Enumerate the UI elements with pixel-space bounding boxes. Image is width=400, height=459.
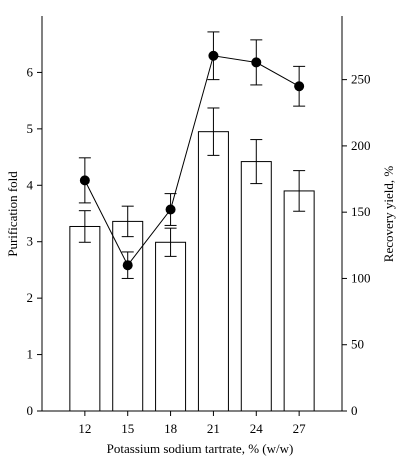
x-tick-label: 21 — [207, 421, 220, 436]
line-point — [165, 204, 176, 215]
y-axis-title: Purification fold — [5, 171, 20, 257]
line-point — [251, 57, 262, 68]
line-series — [78, 31, 306, 279]
y-tick-label: 0 — [27, 403, 34, 418]
y-tick-label: 1 — [27, 347, 34, 362]
y-tick-label: 6 — [27, 64, 34, 79]
y2-tick-label: 100 — [351, 270, 371, 285]
x-tick-label: 27 — [293, 421, 307, 436]
y2-axis-title: Recovery yield, % — [381, 166, 396, 263]
line-point — [294, 81, 305, 92]
bar-series — [69, 107, 315, 412]
y2-tick-label: 150 — [351, 204, 371, 219]
y-tick-label: 3 — [27, 234, 34, 249]
y2-tick-label: 0 — [351, 403, 358, 418]
y-tick-label: 4 — [27, 177, 34, 192]
y2-tick-label: 200 — [351, 138, 371, 153]
line-point — [208, 50, 219, 61]
y-tick-label: 2 — [27, 290, 34, 305]
bar — [69, 225, 101, 412]
bar — [197, 131, 229, 412]
line-path — [84, 55, 300, 267]
y2-tick-label: 250 — [351, 72, 371, 87]
bar — [283, 190, 315, 412]
x-axis-title: Potassium sodium tartrate, % (w/w) — [107, 441, 294, 456]
line-point — [79, 175, 90, 186]
y-tick-label: 5 — [27, 121, 34, 136]
x-tick-label: 18 — [164, 421, 177, 436]
y2-tick-label: 50 — [351, 337, 364, 352]
line-point — [122, 260, 133, 271]
bar — [240, 161, 272, 412]
bar — [155, 241, 187, 412]
bar — [112, 220, 144, 412]
x-tick-label: 12 — [78, 421, 91, 436]
x-tick-label: 15 — [121, 421, 134, 436]
x-tick-label: 24 — [250, 421, 264, 436]
